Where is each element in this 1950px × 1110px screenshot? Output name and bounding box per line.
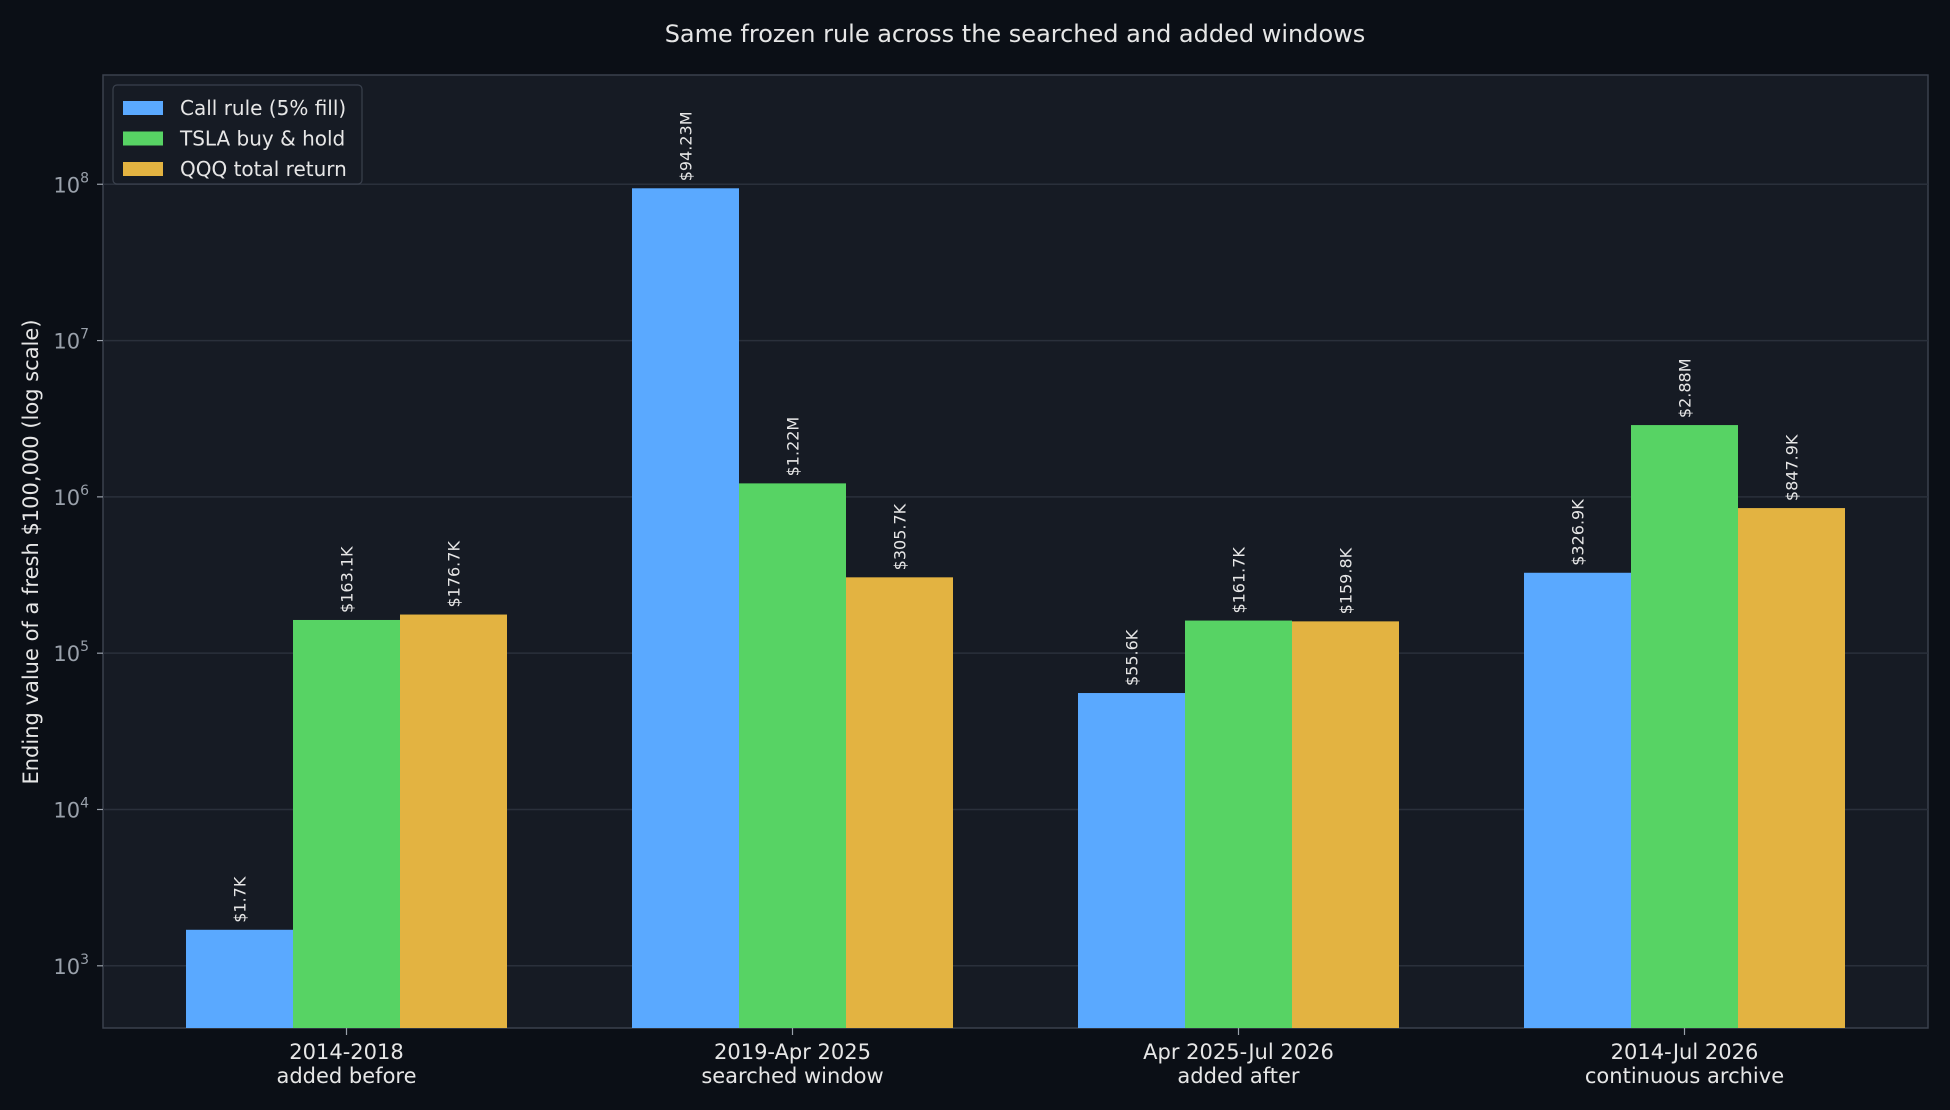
data-label: $2.88M — [1676, 358, 1695, 418]
data-label: $176.7K — [445, 541, 464, 608]
legend-swatch — [123, 162, 163, 176]
legend-swatch — [123, 101, 163, 115]
y-tick-exponent: 4 — [80, 795, 89, 811]
y-tick-base: 10 — [53, 798, 80, 822]
data-label: $94.23M — [677, 111, 696, 181]
y-tick-label: 104 — [53, 795, 89, 822]
x-tick-label: 2014-Jul 2026 — [1611, 1040, 1759, 1064]
data-label: $326.9K — [1569, 499, 1588, 566]
y-tick-base: 10 — [53, 173, 80, 197]
bar — [293, 619, 400, 1028]
bar — [1078, 693, 1185, 1028]
data-label: $1.7K — [231, 876, 250, 923]
y-tick-label: 106 — [53, 483, 89, 510]
bar — [186, 929, 293, 1028]
x-tick-sublabel: searched window — [701, 1064, 883, 1088]
y-tick-label: 107 — [53, 327, 89, 354]
legend-label: TSLA buy & hold — [179, 127, 345, 151]
x-tick-label: 2019-Apr 2025 — [714, 1040, 871, 1064]
bar — [1738, 508, 1845, 1028]
y-tick-base: 10 — [53, 955, 80, 979]
data-label: $159.8K — [1337, 547, 1356, 614]
data-label: $305.7K — [891, 503, 910, 570]
y-tick-base: 10 — [53, 330, 80, 354]
legend-frame — [112, 84, 363, 185]
bar — [1631, 425, 1738, 1028]
chart-title: Same frozen rule across the searched and… — [665, 20, 1366, 48]
y-axis-label: Ending value of a fresh $100,000 (log sc… — [19, 319, 43, 784]
y-tick-label: 103 — [53, 952, 89, 979]
y-tick-label: 105 — [53, 639, 89, 666]
data-label: $847.9K — [1783, 434, 1802, 501]
data-labels: $1.7K $163.1K $176.7K $94.23M $1.22M $305.7K $… — [231, 111, 1802, 922]
y-tick-label: 108 — [53, 170, 89, 197]
x-tick-label: Apr 2025-Jul 2026 — [1143, 1040, 1334, 1064]
bar — [632, 188, 739, 1028]
y-tick-exponent: 3 — [80, 952, 89, 968]
x-tick-label: 2014-2018 — [289, 1040, 403, 1064]
bars — [186, 188, 1845, 1028]
y-tick-exponent: 6 — [80, 483, 89, 499]
bar — [1185, 620, 1292, 1028]
x-tick-sublabel: added before — [276, 1064, 416, 1088]
legend-label: Call rule (5% fill) — [180, 96, 346, 120]
data-label: $1.22M — [784, 417, 803, 477]
y-tick-exponent: 8 — [80, 170, 89, 186]
data-label: $55.6K — [1123, 629, 1142, 686]
bar — [846, 577, 953, 1028]
y-tick-exponent: 7 — [80, 327, 89, 343]
x-tick-sublabel: continuous archive — [1585, 1064, 1784, 1088]
legend-swatch — [123, 131, 163, 146]
data-label: $161.7K — [1230, 547, 1249, 614]
bar — [739, 483, 846, 1028]
y-tick-base: 10 — [53, 642, 80, 666]
bar — [400, 614, 507, 1028]
data-label: $163.1K — [338, 546, 357, 613]
y-tick-exponent: 5 — [80, 639, 89, 655]
bar — [1292, 621, 1399, 1028]
legend: Call rule (5% fill) TSLA buy & hold QQQ to… — [112, 84, 363, 185]
legend-label: QQQ total return — [180, 157, 347, 181]
bar — [1524, 572, 1631, 1028]
y-tick-base: 10 — [53, 486, 80, 510]
x-tick-sublabel: added after — [1177, 1064, 1300, 1088]
